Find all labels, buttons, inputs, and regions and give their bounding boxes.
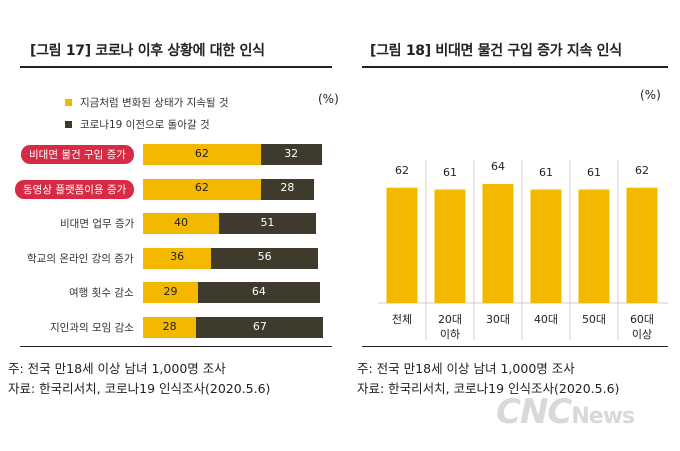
bar-value-0-series-0: 62 — [194, 146, 209, 160]
bar-3-series-1 — [211, 247, 318, 269]
x-tick-label-2: 30대 — [485, 313, 511, 326]
legend-label-return: 코로나19 이전으로 돌아갈 것 — [80, 119, 210, 131]
bar-value-4-series-0: 29 — [163, 284, 178, 298]
right-title-rule — [362, 66, 668, 68]
right-note-survey: 주: 전국 만18세 이상 남녀 1,000명 조사 — [357, 361, 575, 376]
category-label-5: 지인과의 모임 감소 — [50, 322, 134, 334]
bar-0-series-0 — [143, 144, 261, 165]
bar-value-5-series-1: 67 — [252, 319, 267, 333]
category-label-4: 여행 횟수 감소 — [69, 287, 134, 300]
bar-5 — [626, 187, 658, 303]
bar-1-series-1 — [260, 178, 314, 200]
bar-value-0: 62 — [395, 163, 409, 177]
bar-value-3-series-1: 56 — [257, 250, 272, 264]
x-tick-label-0: 전체 — [391, 313, 413, 326]
category-label-1: 동영상 플랫폼이용 증가 — [15, 179, 135, 199]
bar-value-1-series-1: 28 — [280, 181, 295, 195]
bar-5-series-0 — [143, 317, 197, 338]
left-note-survey: 주: 전국 만18세 이상 남녀 1,000명 조사 — [8, 361, 226, 376]
bar-0 — [386, 187, 418, 303]
left-unit-label: (%) — [318, 92, 339, 106]
bar-2-series-1 — [219, 213, 316, 235]
bar-2-series-0 — [143, 213, 219, 235]
cncnews-watermark-logo: CNCNews — [496, 392, 635, 432]
bar-value-5-series-0: 28 — [162, 319, 177, 333]
watermark-sub: News — [571, 404, 635, 429]
bar-value-0-series-1: 32 — [284, 146, 299, 160]
left-note-source: 자료: 한국리서치, 코로나19 인식조사(2020.5.6) — [8, 381, 271, 396]
bar-4 — [578, 189, 610, 303]
watermark-main: CNC — [496, 392, 572, 432]
bar-value-1-series-0: 62 — [194, 181, 209, 195]
left-bottom-rule — [20, 346, 332, 347]
bar-value-2-series-0: 40 — [174, 215, 188, 229]
bar-value-2-series-1: 51 — [260, 215, 275, 229]
bar-value-5: 62 — [635, 163, 649, 177]
bar-1-series-0 — [143, 178, 261, 200]
x-tick-label-4: 50대 — [581, 313, 607, 326]
right-unit-label: (%) — [640, 88, 661, 102]
left-title-rule — [20, 66, 332, 68]
x-tick-label-5: 60대 이상 — [629, 313, 655, 341]
x-tick-label-1: 20대 이하 — [437, 313, 463, 341]
category-label-2: 비대면 업무 증가 — [60, 218, 135, 231]
left-chart-title: [그림 17] 코로나 이후 상황에 대한 인식 — [30, 43, 265, 59]
right-note-source: 자료: 한국리서치, 코로나19 인식조사(2020.5.6) — [357, 381, 620, 396]
bar-value-3-series-0: 36 — [170, 250, 185, 264]
legend-swatch-return — [65, 121, 72, 128]
legend-item-return: 코로나19 이전으로 돌아갈 것 — [65, 117, 210, 132]
right-bottom-rule — [362, 346, 668, 347]
x-tick-label-3: 40대 — [533, 313, 559, 326]
bar-3-series-0 — [143, 247, 212, 269]
bar-value-3: 61 — [539, 165, 553, 179]
bar-3 — [530, 189, 562, 303]
bar-0-series-1 — [260, 144, 322, 165]
bar-value-2: 64 — [491, 159, 505, 173]
legend-swatch-continue — [65, 99, 72, 106]
category-label-3: 학교의 온라인 강의 증가 — [27, 252, 134, 265]
bar-5-series-1 — [196, 317, 324, 338]
bar-4-series-0 — [143, 282, 199, 304]
legend-item-continue: 지금처럼 변화된 상태가 지속될 것 — [65, 95, 229, 110]
bar-value-1: 61 — [443, 165, 457, 179]
bar-value-4-series-1: 64 — [251, 284, 266, 298]
bar-value-4: 61 — [587, 165, 601, 179]
category-label-0: 비대면 물건 구입 증가 — [21, 145, 134, 164]
legend-label-continue: 지금처럼 변화된 상태가 지속될 것 — [80, 97, 229, 109]
right-chart-title: [그림 18] 비대면 물건 구입 증가 지속 인식 — [370, 43, 622, 59]
bar-2 — [482, 183, 514, 303]
bar-4-series-1 — [198, 282, 320, 304]
bar-1 — [434, 189, 466, 303]
